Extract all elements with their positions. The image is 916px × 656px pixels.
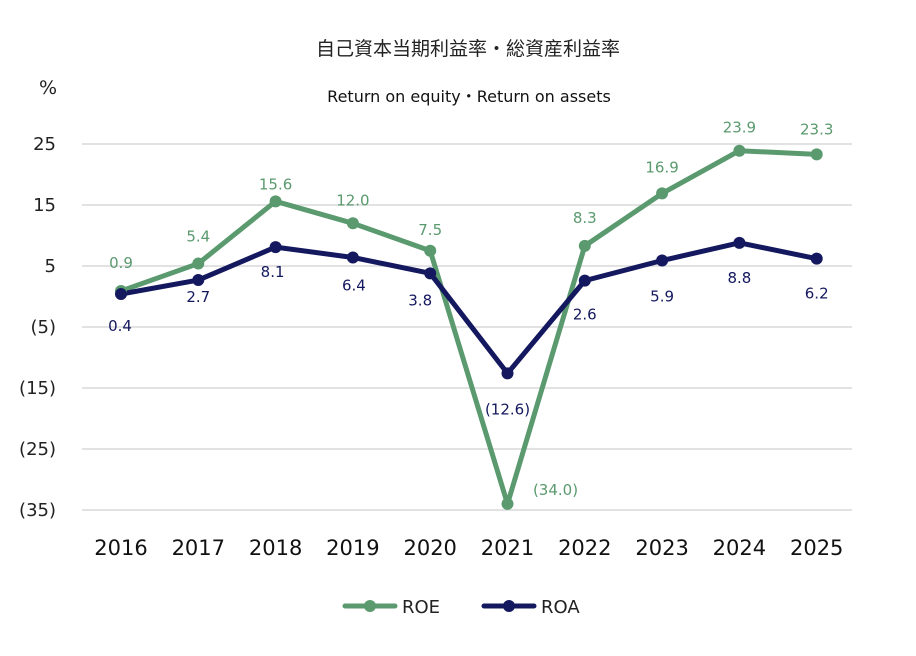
x-tick-label: 2024	[713, 536, 766, 560]
chart-subtitle: Return on equity・Return on assets	[327, 87, 611, 106]
data-point-roa	[115, 288, 127, 301]
x-tick-label: 2018	[249, 536, 302, 560]
data-label-roa: 6.2	[805, 285, 829, 303]
chart-title: 自己資本当期利益率・総資産利益率	[316, 38, 620, 60]
series-line-roa	[118, 240, 820, 376]
data-point-roa	[578, 274, 591, 287]
data-labels: 0.9 5.4 15.6 12.0 7.5 (34.0) 8.3 16.9 23.9 23.3 0.…	[108, 119, 833, 499]
data-label-roe: (34.0)	[533, 481, 578, 499]
legend: ROE ROA	[342, 597, 580, 618]
x-tick-label: 2022	[558, 536, 611, 560]
series-line-roe	[118, 148, 820, 507]
data-point-roa	[192, 274, 205, 287]
y-tick-label: 25	[33, 134, 56, 155]
data-label-roa: 5.9	[650, 288, 674, 306]
data-label-roa: 6.4	[342, 276, 366, 294]
data-point-roa	[424, 267, 437, 280]
data-point-roa	[501, 367, 514, 380]
data-point-roa	[810, 252, 823, 265]
data-label-roa: (12.6)	[485, 400, 530, 418]
x-tick-label: 2019	[326, 536, 379, 560]
data-label-roe: 5.4	[186, 228, 210, 246]
data-label-roa: 2.7	[186, 288, 210, 306]
data-label-roe: 23.9	[723, 119, 756, 137]
data-point-roe	[578, 239, 591, 252]
data-point-roe	[269, 195, 282, 208]
data-label-roe: 12.0	[336, 191, 369, 209]
x-tick-label: 2021	[481, 536, 534, 560]
data-label-roa: 8.1	[261, 263, 285, 281]
x-tick-label: 2016	[94, 536, 147, 560]
data-point-roe	[656, 187, 669, 200]
data-point-roa	[656, 254, 669, 267]
x-axis-ticks: 2016 2017 2018 2019 2020 2021 2022 2023 2024 2025	[94, 536, 843, 560]
x-tick-label: 2023	[635, 536, 688, 560]
y-tick-label: (25)	[19, 439, 56, 460]
data-point-roe	[192, 257, 205, 270]
data-point-roe	[733, 144, 746, 157]
y-tick-label: 5	[45, 256, 56, 277]
legend-label-roa: ROA	[541, 597, 580, 618]
data-point-roe	[501, 497, 514, 510]
data-label-roe: 7.5	[418, 221, 442, 239]
gridlines	[82, 143, 852, 511]
data-label-roa: 8.8	[727, 269, 751, 287]
y-axis-unit: %	[39, 77, 57, 99]
x-tick-label: 2025	[790, 536, 843, 560]
y-tick-label: 15	[33, 195, 56, 216]
data-point-roa	[733, 236, 746, 249]
data-label-roa: 0.4	[108, 317, 132, 335]
y-tick-label: (35)	[19, 500, 56, 521]
data-label-roe: 23.3	[800, 120, 833, 138]
y-tick-label: (15)	[19, 378, 56, 399]
data-label-roe: 15.6	[259, 175, 292, 193]
data-label-roe: 8.3	[573, 209, 597, 227]
legend-label-roe: ROE	[402, 597, 440, 618]
x-tick-label: 2020	[403, 536, 456, 560]
y-tick-label: (5)	[31, 317, 57, 338]
series-lines	[115, 144, 823, 510]
data-point-roe	[346, 217, 359, 230]
y-axis-ticks: 25 15 5 (5) (15) (25) (35)	[19, 134, 56, 521]
data-point-roe	[810, 148, 823, 161]
data-label-roa: 3.8	[408, 291, 432, 309]
data-point-roa	[346, 251, 359, 264]
data-point-roe	[424, 244, 437, 257]
x-tick-label: 2017	[172, 536, 225, 560]
data-label-roe: 0.9	[109, 254, 133, 272]
data-label-roa: 2.6	[573, 306, 597, 324]
data-point-roa	[269, 241, 282, 254]
data-label-roe: 16.9	[645, 158, 678, 176]
legend-marker-roa	[503, 600, 515, 612]
legend-marker-roe	[364, 600, 376, 612]
